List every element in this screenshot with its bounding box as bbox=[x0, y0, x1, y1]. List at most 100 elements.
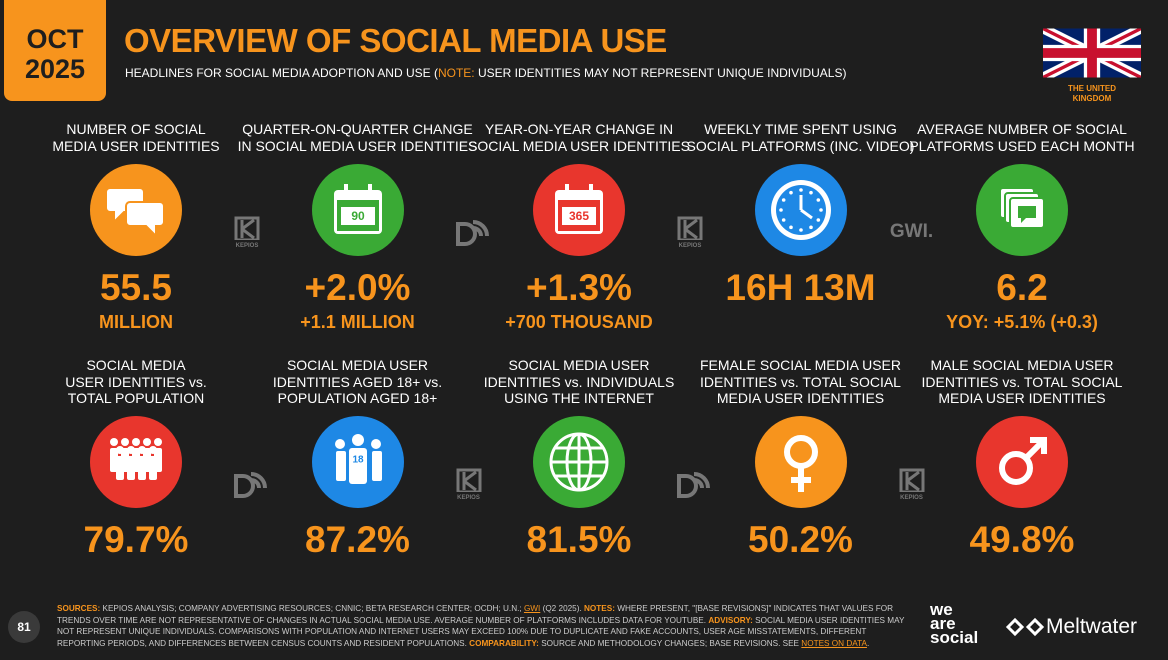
glyph bbox=[121, 438, 129, 446]
tile-value: +1.3% bbox=[526, 267, 632, 308]
tile-icon: 18 bbox=[311, 416, 404, 508]
label-line: MEDIA USER IDENTITIES bbox=[52, 137, 220, 154]
country-line: KINGDOM bbox=[1072, 94, 1112, 103]
title: OVERVIEW OF SOCIAL MEDIA USE bbox=[124, 22, 667, 59]
glyph bbox=[348, 448, 367, 484]
footer-label: COMPARABILITY: bbox=[469, 638, 539, 648]
label-line: SOCIAL PLATFORMS (INC. VIDEO) bbox=[686, 137, 915, 154]
glyph bbox=[798, 228, 803, 232]
footer-text: SOURCE AND METHODOLOGY CHANGES; BASE REV… bbox=[538, 638, 802, 648]
glyph bbox=[899, 468, 924, 492]
glyph bbox=[790, 466, 811, 492]
note-text: USER IDENTITIES MAY NOT REPRESENT UNIQUE… bbox=[474, 66, 847, 80]
tile-icon: 365 bbox=[533, 164, 625, 256]
glyph bbox=[116, 446, 124, 454]
glyph bbox=[781, 218, 785, 222]
glyph bbox=[371, 451, 382, 481]
flag bbox=[1043, 28, 1141, 78]
tile-icon bbox=[754, 416, 847, 508]
tile-icon bbox=[754, 164, 847, 256]
month: OCT bbox=[26, 24, 84, 54]
footer-text: (Q2 2025). bbox=[540, 604, 585, 613]
tile-icon bbox=[90, 416, 182, 508]
label-line: NUMBER OF SOCIAL bbox=[66, 121, 206, 137]
glyph bbox=[116, 456, 124, 480]
label-line: POPULATION AGED 18+ bbox=[277, 390, 438, 406]
label-line: SOCIAL MEDIA USER bbox=[508, 357, 650, 373]
icon-circle bbox=[754, 416, 847, 508]
glyph bbox=[1023, 437, 1047, 461]
footer-label: SOURCES: bbox=[57, 604, 101, 613]
footer-label: ADVISORY: bbox=[708, 615, 753, 625]
glyph bbox=[778, 208, 783, 212]
glyph bbox=[127, 456, 135, 480]
source-logo bbox=[234, 216, 260, 240]
tile-sub: YOY: +5.1% (+0.3) bbox=[946, 312, 1098, 332]
year: 2025 bbox=[24, 54, 86, 84]
glyph bbox=[562, 207, 596, 225]
glyph bbox=[138, 446, 146, 454]
icon-text: 365 bbox=[569, 209, 589, 223]
brand-meltwater: Meltwater bbox=[1046, 615, 1138, 638]
label-line: PLATFORMS USED EACH MONTH bbox=[909, 137, 1135, 154]
glyph bbox=[127, 446, 135, 454]
tile-label: SOCIAL MEDIA USER IDENTITIES vs. TOTAL POP… bbox=[16, 357, 256, 407]
tile-label: SOCIAL MEDIA USER IDENTITIES vs. INDIVIDU… bbox=[459, 357, 699, 407]
label-line: USER IDENTITIES vs. bbox=[65, 373, 207, 390]
label-line: USING THE INTERNET bbox=[504, 390, 654, 406]
source-logo bbox=[455, 220, 489, 246]
tile-value: 87.2% bbox=[305, 519, 410, 560]
label-line: FEMALE SOCIAL MEDIA USER bbox=[700, 357, 901, 373]
tile-value: 49.8% bbox=[969, 519, 1075, 560]
tile-sub: MILLION bbox=[99, 312, 173, 332]
footer-text: . bbox=[866, 638, 870, 648]
icon-text: 90 bbox=[351, 209, 365, 223]
tile-label: NUMBER OF SOCIAL MEDIA USER IDENTITIES bbox=[16, 121, 256, 154]
label-line: AVERAGE NUMBER OF SOCIAL bbox=[917, 121, 1127, 137]
footer-link[interactable]: GWI bbox=[523, 604, 541, 613]
glyph bbox=[551, 434, 607, 490]
glyph bbox=[816, 198, 820, 202]
glyph bbox=[677, 472, 710, 498]
source-logo bbox=[677, 216, 703, 240]
label-line: SOCIAL MEDIA bbox=[86, 357, 186, 373]
subtitle: HEADLINES FOR SOCIAL MEDIA ADOPTION AND … bbox=[125, 66, 846, 80]
tile-value: 81.5% bbox=[526, 519, 632, 560]
footer-link[interactable]: NOTES ON DATA bbox=[801, 638, 867, 648]
source-logo bbox=[677, 472, 710, 498]
glyph bbox=[334, 439, 345, 449]
source-logo bbox=[899, 468, 924, 492]
glyph bbox=[999, 451, 1033, 485]
glyph bbox=[110, 438, 118, 446]
label-line: WEEKLY TIME SPENT USING bbox=[704, 121, 897, 137]
tile-value: 16H 13M bbox=[725, 267, 876, 308]
glyph bbox=[781, 198, 785, 202]
source-text: KEPIOS bbox=[235, 243, 259, 249]
footer-text: WHERE PRESENT, "[BASE REVISIONS]" INDICA… bbox=[57, 604, 893, 625]
glyph bbox=[125, 201, 165, 239]
footer-label: NOTES: bbox=[584, 604, 615, 613]
label-line: SOCIAL MEDIA USER IDENTITIES bbox=[468, 137, 690, 154]
note-label: NOTE: bbox=[437, 66, 475, 80]
tile-sub: +1.1 MILLION bbox=[300, 312, 415, 332]
tile-value: +2.0% bbox=[304, 267, 411, 308]
country-line: THE UNITED bbox=[1068, 84, 1116, 93]
glyph bbox=[808, 225, 813, 230]
footer-text: SOCIAL MEDIA USER IDENTITIES MAY NOT REP… bbox=[57, 615, 905, 648]
glyph bbox=[799, 195, 813, 220]
glyph bbox=[234, 216, 260, 240]
glyph bbox=[456, 468, 481, 492]
glyph bbox=[818, 208, 823, 212]
glyph bbox=[149, 446, 157, 454]
tile-value: 79.7% bbox=[83, 519, 189, 560]
subtitle-text: HEADLINES FOR SOCIAL MEDIA ADOPTION AND … bbox=[125, 66, 438, 80]
tile-label: YEAR-ON-YEAR CHANGE IN SOCIAL MEDIA USER … bbox=[459, 121, 699, 154]
glyph bbox=[808, 190, 813, 195]
label-line: MALE SOCIAL MEDIA USER bbox=[930, 357, 1114, 373]
tile-icon bbox=[533, 416, 625, 508]
glyph bbox=[335, 451, 346, 481]
glyph bbox=[234, 472, 267, 498]
glyph bbox=[788, 225, 793, 230]
tile-icon bbox=[976, 416, 1068, 508]
source-text: KEPIOS bbox=[678, 243, 702, 249]
